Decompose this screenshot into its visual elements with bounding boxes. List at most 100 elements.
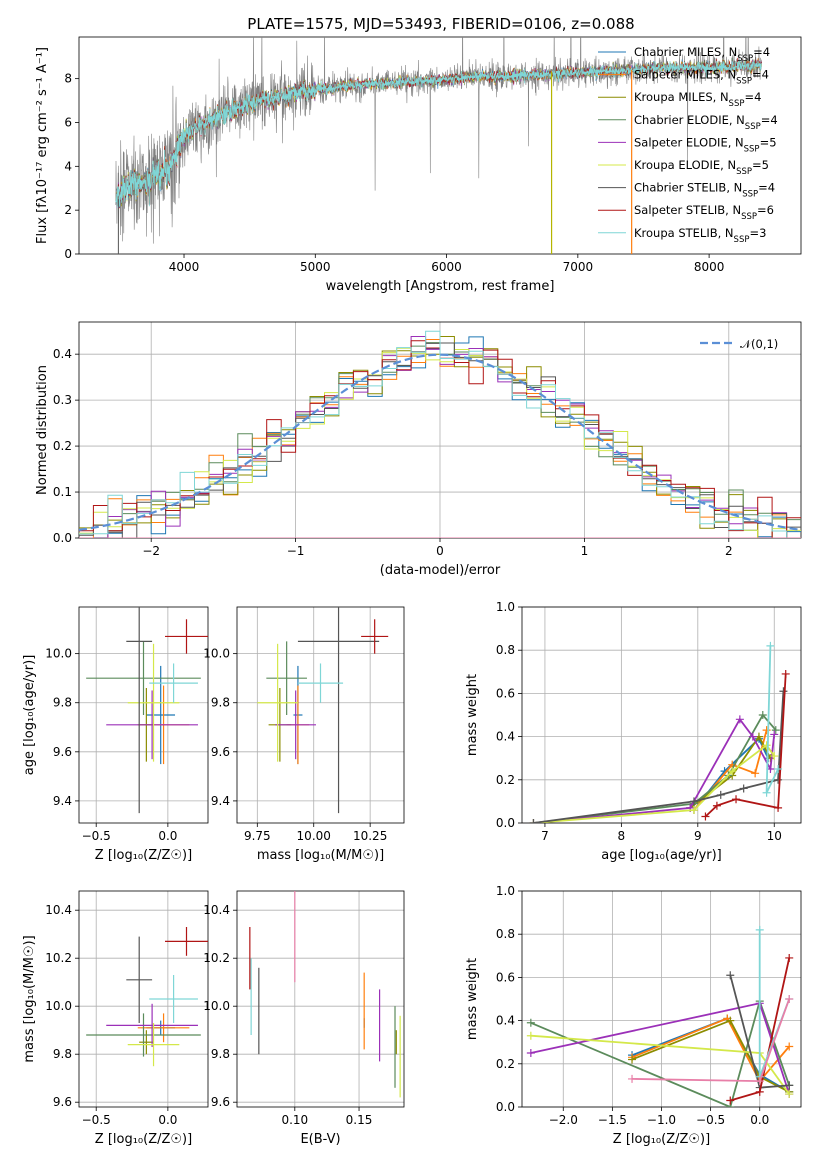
x-tick-label: 7 bbox=[541, 829, 549, 843]
data-point-marker bbox=[526, 1031, 535, 1040]
data-point-marker bbox=[628, 1074, 637, 1083]
x-tick-label: 10.00 bbox=[297, 829, 331, 843]
x-tick-label: 9.75 bbox=[244, 829, 271, 843]
data-point-marker bbox=[762, 741, 771, 750]
x-tick-label: 5000 bbox=[300, 260, 331, 274]
x-tick-label: −0.5 bbox=[82, 829, 111, 843]
y-tick-label: 0.4 bbox=[53, 347, 72, 361]
x-tick-label: 6000 bbox=[431, 260, 462, 274]
data-point-marker bbox=[762, 788, 771, 797]
mass-vs-Z-plot-area bbox=[86, 927, 208, 1067]
axes-frame bbox=[78, 606, 209, 824]
legend-entry: Chabrier STELIB, NSSP=4 bbox=[634, 181, 775, 200]
x-axis-label: Z [log₁₀(Z/Z☉)] bbox=[613, 1132, 710, 1147]
legend-entry: Salpeter ELODIE, NSSP=5 bbox=[634, 135, 777, 154]
x-tick-label: −1 bbox=[287, 544, 305, 558]
y-tick-label: 0.4 bbox=[496, 730, 515, 744]
residuals-plot-area bbox=[79, 330, 801, 538]
x-tick-label: 0 bbox=[436, 544, 444, 558]
figure-title: PLATE=1575, MJD=53493, FIBERID=0106, z=0… bbox=[247, 15, 634, 33]
mass-weight-line bbox=[765, 645, 779, 794]
y-tick-label: 0.1 bbox=[53, 485, 72, 499]
data-point-marker bbox=[529, 819, 538, 823]
data-point-marker bbox=[785, 1090, 794, 1099]
y-tick-label: 0.0 bbox=[496, 816, 515, 830]
x-tick-label: 10.25 bbox=[353, 829, 387, 843]
x-axis-label: Z [log₁₀(Z/Z☉)] bbox=[95, 848, 192, 863]
legend-entry: Salpeter STELIB, NSSP=6 bbox=[634, 203, 774, 222]
x-tick-label: −1.0 bbox=[647, 1113, 676, 1127]
data-point-marker bbox=[728, 767, 737, 776]
spectrum-plot-area bbox=[115, 37, 762, 254]
y-tick-label: 0.4 bbox=[496, 1014, 515, 1028]
y-tick-label: 10.2 bbox=[45, 951, 72, 965]
y-tick-label: 10.0 bbox=[203, 999, 230, 1013]
y-axis-label: mass weight bbox=[465, 958, 480, 1040]
axes-frame bbox=[521, 890, 802, 1108]
data-point-marker bbox=[726, 1016, 735, 1025]
y-tick-label: 9.8 bbox=[211, 696, 230, 710]
x-axis-label: wavelength [Angstrom, rest frame] bbox=[326, 279, 555, 294]
axes-frame bbox=[78, 36, 802, 255]
x-tick-label: 9 bbox=[694, 829, 702, 843]
model-spectrum-line bbox=[115, 59, 762, 208]
y-axis-label: Flux [fλ10⁻¹⁷ erg cm⁻² s⁻¹ A⁻¹] bbox=[35, 47, 50, 244]
x-tick-label: 0.0 bbox=[158, 829, 177, 843]
data-point-marker bbox=[755, 925, 764, 934]
x-tick-label: −1.5 bbox=[598, 1113, 627, 1127]
y-tick-label: 9.6 bbox=[53, 1095, 72, 1109]
data-point-marker bbox=[770, 730, 779, 739]
data-point-marker bbox=[766, 641, 775, 650]
y-tick-label: 9.8 bbox=[53, 696, 72, 710]
y-tick-label: 10.2 bbox=[203, 951, 230, 965]
y-tick-label: 0.0 bbox=[496, 1100, 515, 1114]
mass-weight-line bbox=[631, 1017, 790, 1083]
x-tick-label: 8000 bbox=[694, 260, 725, 274]
data-point-marker bbox=[785, 1081, 794, 1090]
x-tick-label: 4000 bbox=[169, 260, 200, 274]
x-tick-label: 0.0 bbox=[750, 1113, 769, 1127]
y-axis-label: age [log₁₀(age/yr)] bbox=[22, 655, 37, 776]
axes-frame bbox=[521, 606, 802, 824]
data-point-marker bbox=[739, 784, 748, 793]
y-tick-label: 0.3 bbox=[53, 393, 72, 407]
data-point-marker bbox=[771, 726, 780, 735]
x-axis-label: mass [log₁₀(M/M☉)] bbox=[257, 848, 384, 863]
x-axis-label: age [log₁₀(age/yr)] bbox=[601, 848, 722, 863]
mass-weight-line bbox=[758, 929, 791, 1078]
y-tick-label: 0.2 bbox=[496, 773, 515, 787]
data-point-marker bbox=[779, 687, 788, 696]
legend-entry: Kroupa STELIB, NSSP=3 bbox=[634, 226, 766, 245]
data-point-marker bbox=[726, 971, 735, 980]
y-tick-label: 0.6 bbox=[496, 970, 515, 984]
y-tick-label: 0.6 bbox=[496, 686, 515, 700]
data-point-marker bbox=[701, 812, 710, 821]
data-point-marker bbox=[732, 795, 741, 804]
mass-vs-EBV-plot-area bbox=[249, 891, 401, 1098]
data-point-marker bbox=[712, 801, 721, 810]
x-axis-label: Z [log₁₀(Z/Z☉)] bbox=[95, 1132, 192, 1147]
y-tick-label: 9.8 bbox=[211, 1047, 230, 1061]
x-tick-label: 0.10 bbox=[281, 1113, 308, 1127]
legend-entry: 𝒩(0,1) bbox=[740, 337, 778, 351]
data-point-marker bbox=[748, 732, 757, 741]
normal-reference-curve bbox=[79, 353, 801, 531]
y-tick-label: 0.8 bbox=[496, 643, 515, 657]
x-tick-label: −0.5 bbox=[82, 1113, 111, 1127]
data-point-marker bbox=[526, 1049, 535, 1057]
y-tick-label: 2 bbox=[64, 203, 72, 217]
x-tick-label: 2 bbox=[725, 544, 733, 558]
data-point-marker bbox=[781, 669, 790, 678]
data-point-marker bbox=[628, 1055, 637, 1064]
data-point-marker bbox=[716, 790, 725, 799]
y-tick-label: 9.6 bbox=[53, 745, 72, 759]
x-tick-label: 8 bbox=[618, 829, 626, 843]
y-tick-label: 1.0 bbox=[496, 600, 515, 614]
massweight-vs-Z-plot-area bbox=[526, 925, 794, 1107]
y-tick-label: 0 bbox=[64, 247, 72, 261]
legend-entry: Chabrier ELODIE, NSSP=4 bbox=[634, 113, 778, 132]
mass-weight-line bbox=[533, 691, 785, 823]
data-point-marker bbox=[774, 803, 783, 812]
data-point-marker bbox=[770, 752, 779, 761]
